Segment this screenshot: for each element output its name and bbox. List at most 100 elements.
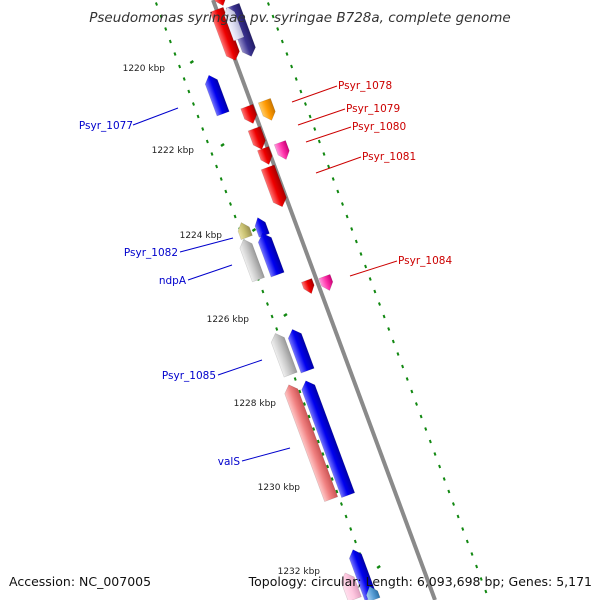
tick-mark bbox=[159, 14, 163, 19]
label-leader-line bbox=[297, 108, 346, 126]
tick-mark bbox=[340, 202, 344, 206]
tick-mark bbox=[280, 39, 284, 44]
tick-mark bbox=[330, 477, 334, 481]
tick-mark bbox=[359, 252, 363, 256]
tick-mark bbox=[266, 2, 270, 6]
tick-mark bbox=[178, 64, 182, 69]
ruler-label: 1228 kbp bbox=[234, 399, 277, 409]
ruler-label: 1220 kbp bbox=[123, 64, 166, 74]
gene-label-ndpa: ndpA bbox=[159, 275, 187, 287]
genome-backbone bbox=[211, 0, 437, 600]
label-leader-line bbox=[305, 126, 352, 143]
label-leader-line bbox=[187, 264, 233, 281]
tick-mark bbox=[339, 502, 343, 506]
tick-mark bbox=[364, 264, 368, 269]
tick-mark bbox=[307, 414, 311, 419]
tick-mark bbox=[191, 102, 195, 106]
tick-mark bbox=[298, 389, 302, 394]
tick-mark bbox=[331, 177, 335, 181]
ruler-label: 1232 kbp bbox=[278, 567, 321, 577]
tick-mark bbox=[312, 427, 316, 431]
tick-mark bbox=[321, 452, 325, 456]
tick-mark bbox=[442, 477, 446, 481]
ruler-label: 1230 kbp bbox=[258, 483, 301, 493]
tick-mark bbox=[387, 327, 391, 331]
tick-mark bbox=[303, 102, 307, 106]
gene-psyr-1080b bbox=[273, 140, 290, 160]
gene-red-top bbox=[209, 6, 240, 61]
gene-vals-a bbox=[284, 384, 339, 503]
tick-mark bbox=[424, 427, 428, 431]
gene-psyr-1085b bbox=[287, 328, 315, 374]
gene-psyr-1082 bbox=[237, 222, 253, 240]
label-leader-line bbox=[349, 260, 398, 277]
tick-mark bbox=[219, 177, 223, 181]
gene-label-psyr_1080: Psyr_1080 bbox=[352, 121, 406, 133]
tick-mark bbox=[299, 89, 303, 94]
ruler-label: 1224 kbp bbox=[180, 231, 223, 241]
tick-mark bbox=[350, 227, 354, 231]
tick-mark bbox=[182, 77, 186, 81]
gene-psyr-1084a bbox=[301, 278, 315, 295]
gene-psyr-1081 bbox=[260, 164, 287, 208]
major-tick bbox=[283, 312, 288, 318]
gene-psyr-1077 bbox=[204, 74, 230, 117]
tick-mark bbox=[302, 402, 306, 406]
tick-mark bbox=[368, 277, 372, 281]
gene-ndpa bbox=[239, 238, 265, 283]
major-tick bbox=[376, 564, 381, 570]
tick-mark bbox=[275, 327, 279, 331]
tick-mark bbox=[228, 202, 232, 206]
major-tick bbox=[189, 59, 195, 65]
gene-label-psyr_1082: Psyr_1082 bbox=[124, 247, 178, 259]
label-leader-line bbox=[132, 107, 179, 126]
gene-psyr-1078 bbox=[240, 103, 258, 124]
tick-mark bbox=[373, 289, 377, 294]
tick-mark bbox=[271, 14, 275, 19]
tick-mark bbox=[382, 314, 386, 319]
label-leader-line bbox=[179, 237, 234, 253]
tick-mark bbox=[326, 464, 330, 469]
ruler-labels: 1220 kbp 1222 kbp 1224 kbp 1226 kbp 1228 kbp… bbox=[123, 64, 321, 577]
gene-label-psyr_1084: Psyr_1084 bbox=[398, 255, 452, 267]
gene-label-psyr_1079: Psyr_1079 bbox=[346, 103, 400, 115]
gene-label-psyr_1081: Psyr_1081 bbox=[362, 151, 416, 163]
gene-psyr-1079 bbox=[257, 98, 276, 121]
tick-mark bbox=[196, 114, 200, 119]
tick-mark bbox=[210, 152, 214, 156]
gene-label-psyr_1077: Psyr_1077 bbox=[79, 120, 133, 132]
tick-mark bbox=[401, 364, 405, 369]
gene-psyr-1082b bbox=[254, 217, 270, 238]
gene-labels: Psyr_1077 Psyr_1082 ndpA Psyr_1085 valS Psyr_… bbox=[79, 80, 453, 468]
gene-bottom-pink bbox=[340, 572, 362, 600]
tick-mark bbox=[433, 452, 437, 456]
ruler-label: 1226 kbp bbox=[207, 315, 250, 325]
tick-mark bbox=[224, 189, 228, 194]
tick-mark bbox=[438, 464, 442, 469]
tick-mark bbox=[164, 27, 168, 31]
gene-bottom-ltblue bbox=[366, 586, 381, 600]
tick-mark bbox=[349, 527, 353, 531]
gene-label-psyr_1085: Psyr_1085 bbox=[162, 370, 216, 382]
major-tick bbox=[251, 227, 257, 233]
gene-psyr-1085 bbox=[270, 332, 298, 378]
topology-text: Topology: circular; Length: 6,093,698 bp… bbox=[248, 574, 592, 589]
tick-mark bbox=[154, 2, 158, 6]
label-leader-line bbox=[241, 447, 291, 462]
tick-mark bbox=[461, 527, 465, 531]
tick-mark bbox=[414, 402, 418, 406]
label-leader-line bbox=[291, 85, 338, 103]
tick-mark bbox=[391, 339, 395, 344]
tick-mark bbox=[475, 564, 479, 569]
major-tick bbox=[220, 142, 225, 148]
gene-vals bbox=[301, 380, 356, 499]
label-leader-line bbox=[315, 156, 362, 174]
tick-mark bbox=[313, 127, 317, 131]
tick-mark bbox=[168, 39, 172, 44]
gene-psyr-1080 bbox=[247, 126, 266, 150]
gene-ndpa-b bbox=[257, 232, 285, 278]
outer-tick-track bbox=[266, 2, 488, 594]
tick-mark bbox=[317, 139, 321, 144]
tick-mark bbox=[327, 164, 331, 169]
